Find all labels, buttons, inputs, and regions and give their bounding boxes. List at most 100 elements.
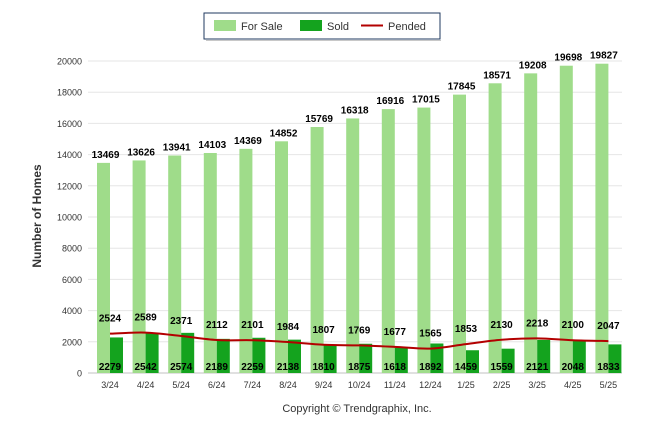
sold-data-label: 1833 (597, 362, 620, 373)
x-tick-label: 10/24 (348, 380, 371, 390)
pended-data-label: 1677 (384, 327, 407, 338)
pended-data-label: 2218 (526, 318, 549, 329)
for-sale-data-label: 19208 (519, 60, 547, 71)
x-tick-label: 7/24 (244, 380, 262, 390)
y-tick-label: 2000 (62, 337, 82, 347)
y-tick-label: 10000 (57, 213, 82, 223)
y-tick-label: 18000 (57, 88, 82, 98)
pended-data-label: 1565 (419, 329, 442, 340)
pended-data-label: 2589 (134, 313, 157, 324)
for-sale-bar (346, 118, 360, 373)
for-sale-data-label: 17845 (448, 82, 476, 93)
for-sale-bar (488, 83, 502, 374)
pended-data-label: 2101 (241, 320, 264, 331)
for-sale-data-label: 13941 (163, 143, 191, 154)
pended-data-label: 1984 (277, 322, 300, 333)
x-tick-label: 9/24 (315, 380, 333, 390)
for-sale-bar (310, 127, 324, 373)
sold-bar (323, 344, 337, 373)
pended-line (109, 331, 609, 350)
for-sale-data-label: 17015 (412, 95, 440, 106)
pended-data-label: 2130 (490, 320, 513, 331)
legend: For Sale Sold Pended (203, 12, 441, 41)
for-sale-bar (239, 148, 253, 373)
sold-data-label: 1559 (490, 362, 513, 373)
y-tick-label: 16000 (57, 119, 82, 129)
x-tick-label: 4/25 (564, 380, 582, 390)
sold-data-label: 2138 (277, 362, 300, 373)
sold-bar (430, 343, 444, 373)
pended-data-label: 2100 (562, 320, 585, 331)
for-sale-data-label: 15769 (305, 114, 333, 125)
for-sale-bar (97, 162, 110, 373)
x-tick-label: 5/25 (600, 380, 618, 390)
data-labels: 13469 2279 13626 2542 13941 2574 14103 2189 1436… (92, 51, 620, 373)
pended-data-label: 2047 (597, 321, 620, 332)
sold-bar (608, 344, 622, 373)
sold-data-label: 2259 (241, 362, 264, 373)
pended-data-label: 2524 (99, 314, 122, 325)
sold-data-label: 2121 (526, 362, 549, 373)
sold-data-label: 1875 (348, 362, 371, 373)
for-sale-bar (132, 160, 146, 373)
pended-data-label: 1853 (455, 324, 478, 335)
legend-label: Sold (327, 21, 349, 33)
for-sale-data-label: 14103 (198, 140, 226, 151)
x-tick-label: 3/25 (528, 380, 546, 390)
pended-data-label: 1769 (348, 325, 371, 336)
sold-data-label: 1459 (455, 362, 478, 373)
for-sale-bar (453, 94, 466, 374)
x-tick-label: 12/24 (419, 380, 442, 390)
y-tick-label: 6000 (62, 275, 82, 285)
sold-bar (537, 339, 551, 373)
for-sale-data-label: 18571 (483, 70, 511, 81)
for-sale-bar (203, 152, 217, 373)
for-sale-data-label: 19827 (590, 51, 618, 62)
copyright-text: Copyright © Trendgraphix, Inc. (282, 403, 431, 415)
sold-data-label: 2048 (562, 362, 585, 373)
sold-bar (252, 337, 266, 373)
sold-bar (394, 347, 408, 373)
sold-bar (181, 332, 195, 373)
for-sale-data-label: 16318 (341, 105, 369, 116)
x-tick-label: 2/25 (493, 380, 511, 390)
sold-bar (216, 338, 230, 373)
y-tick-label: 8000 (62, 244, 82, 254)
for-sale-bar (381, 109, 395, 373)
sold-data-label: 1810 (312, 362, 335, 373)
y-axis: 0 2000 4000 6000 8000 10000 12000 14000 16000 180… (57, 57, 82, 379)
sold-data-label: 2542 (134, 362, 157, 373)
y-axis-title: Number of Homes (30, 164, 44, 268)
for-sale-data-label: 14369 (234, 136, 262, 147)
y-tick-label: 12000 (57, 181, 82, 191)
for-sale-data-label: 16916 (376, 96, 404, 107)
y-tick-label: 4000 (62, 306, 82, 316)
sold-bar (501, 348, 515, 373)
x-tick-label: 1/25 (457, 380, 475, 390)
sold-bar (110, 337, 123, 373)
y-tick-label: 20000 (57, 57, 82, 67)
pended-data-label: 2112 (206, 320, 228, 331)
sold-data-label: 2574 (170, 362, 193, 373)
sold-bar (359, 343, 373, 373)
x-tick-label: 5/24 (172, 380, 190, 390)
for-sale-bar (524, 73, 538, 374)
pended-data-label: 2371 (170, 316, 193, 327)
sold-bar (572, 341, 586, 373)
legend-label: For Sale (241, 21, 283, 33)
for-sale-bar (168, 155, 182, 373)
for-sale-bar (595, 63, 609, 374)
pended-line-layer (109, 331, 609, 350)
x-axis: 3/24 4/24 5/24 6/24 7/24 8/24 9/24 10/24 11/24 12… (101, 380, 617, 390)
sold-data-label: 1618 (384, 362, 407, 373)
sold-bar (145, 333, 159, 373)
for-sale-bar (417, 107, 431, 373)
sold-bar (466, 350, 479, 373)
for-sale-data-label: 14852 (270, 128, 298, 139)
x-tick-label: 11/24 (384, 380, 406, 390)
y-tick-label: 0 (77, 369, 82, 379)
legend-swatch (214, 20, 236, 31)
bars (97, 63, 622, 374)
